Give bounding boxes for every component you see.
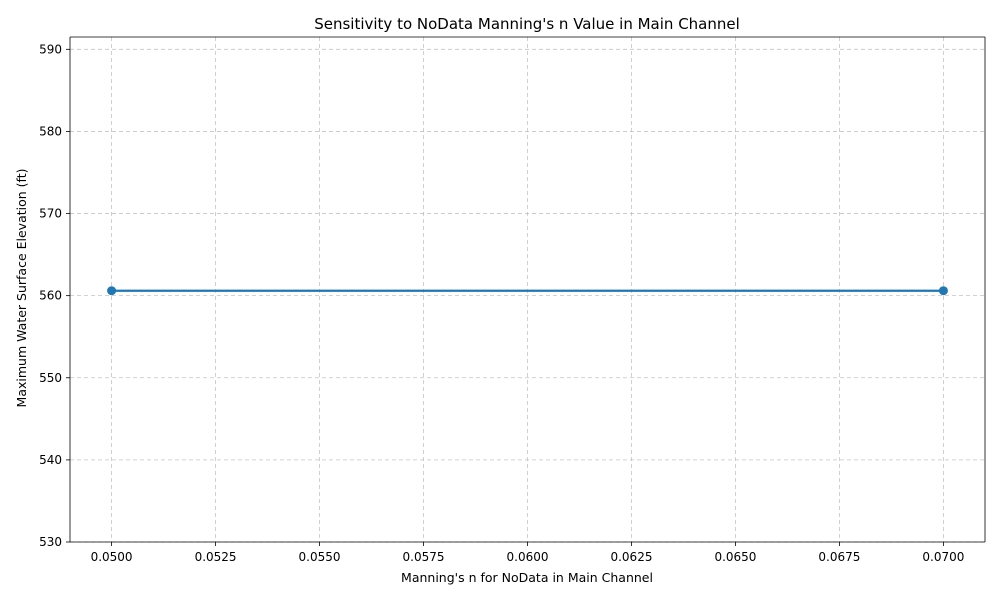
y-axis-label: Maximum Water Surface Elevation (ft) (14, 169, 29, 408)
x-tick-label: 0.0650 (714, 550, 756, 564)
x-tick-label: 0.0675 (818, 550, 860, 564)
ticks: 0.0500 0.0525 0.0550 0.0575 0.0600 0.0625 0.06… (39, 42, 964, 564)
y-tick-label: 550 (39, 371, 62, 385)
data-point (107, 286, 117, 296)
x-tick-label: 0.0600 (507, 550, 549, 564)
x-tick-label: 0.0550 (299, 550, 341, 564)
y-tick-label: 560 (39, 289, 62, 303)
data-point (938, 286, 948, 296)
y-tick-label: 540 (39, 453, 62, 467)
y-tick-label: 580 (39, 124, 62, 138)
x-tick-label: 0.0575 (403, 550, 445, 564)
series-layer (107, 286, 948, 296)
chart-title: Sensitivity to NoData Manning's n Value … (314, 15, 740, 33)
x-tick-label: 0.0700 (922, 550, 964, 564)
y-tick-label: 570 (39, 207, 62, 221)
y-tick-label: 530 (39, 535, 62, 549)
y-tick-label: 590 (39, 42, 62, 56)
x-axis-label: Manning's n for NoData in Main Channel (401, 570, 653, 585)
x-tick-label: 0.0500 (91, 550, 133, 564)
x-tick-label: 0.0625 (610, 550, 652, 564)
x-tick-label: 0.0525 (195, 550, 237, 564)
